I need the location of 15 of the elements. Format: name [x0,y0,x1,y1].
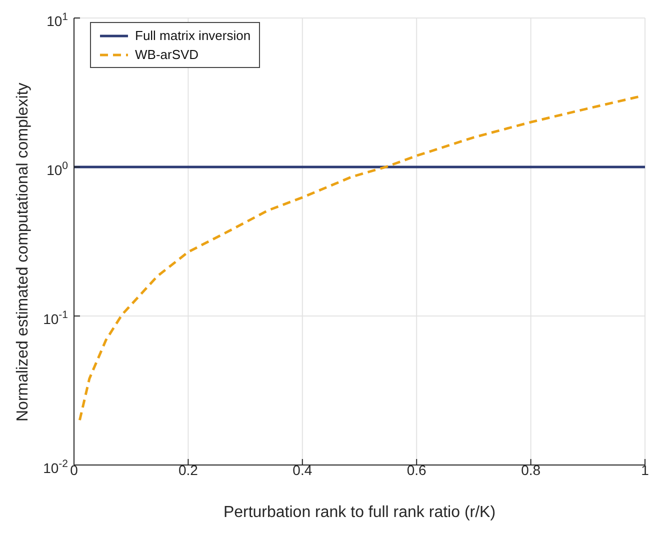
legend-label: Full matrix inversion [135,27,251,45]
y-tick-label: 10$^{1}$ [46,11,68,29]
legend-label: WB-arSVD [135,46,199,64]
x-tick-label: 1 [641,462,650,478]
x-tick-label: 0.8 [521,462,541,478]
x-tick-label: 0.6 [406,462,427,478]
x-tick-label: 0.4 [292,462,312,478]
y-axis-title: Normalized estimated computational complexity [14,82,32,422]
y-tick-label: 10$^{-2}$ [43,458,68,476]
x-axis-title: Perturbation rank to full rank ratio (r/K) [223,504,496,521]
line-series [78,95,641,422]
y-tick-label: 10$^{-1}$ [43,309,68,327]
x-tick-label: 0 [70,462,78,478]
y-tick-label: 10$^{0}$ [46,160,68,178]
x-tick-label: 0.2 [178,462,198,478]
